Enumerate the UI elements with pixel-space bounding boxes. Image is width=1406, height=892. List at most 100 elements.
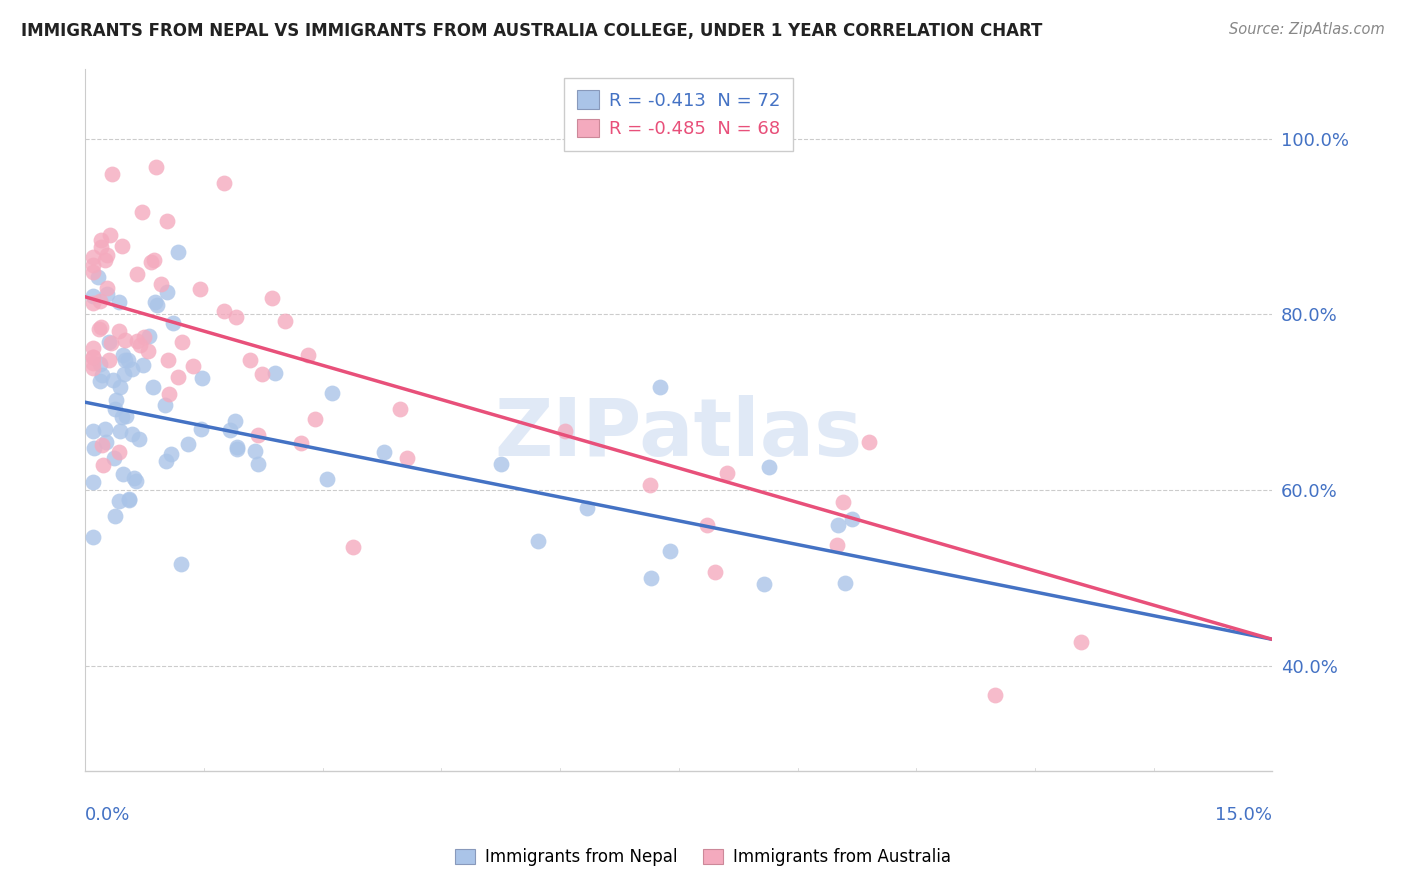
Point <box>181 359 204 374</box>
Point <box>82 258 104 272</box>
Point <box>138 344 160 359</box>
Point <box>103 451 125 466</box>
Point <box>96 280 118 294</box>
Point <box>100 167 122 181</box>
Point <box>104 402 127 417</box>
Point <box>170 334 193 349</box>
Point <box>489 457 512 471</box>
Point <box>82 265 104 279</box>
Point <box>90 368 112 382</box>
Point <box>396 450 419 465</box>
Point <box>114 353 136 368</box>
Point <box>177 437 200 451</box>
Point <box>212 304 235 318</box>
Point <box>82 296 104 310</box>
Point <box>111 409 134 424</box>
Point <box>128 432 150 446</box>
Point <box>87 269 110 284</box>
Point <box>118 493 141 508</box>
Point <box>157 353 180 368</box>
Text: Source: ZipAtlas.com: Source: ZipAtlas.com <box>1229 22 1385 37</box>
Point <box>143 295 166 310</box>
Point <box>160 446 183 460</box>
Point <box>188 282 211 296</box>
Legend: Immigrants from Nepal, Immigrants from Australia: Immigrants from Nepal, Immigrants from A… <box>447 840 959 875</box>
Point <box>117 353 139 368</box>
Point <box>373 445 395 459</box>
Point <box>83 441 105 455</box>
Point <box>94 422 117 436</box>
Point <box>321 386 343 401</box>
Point <box>150 277 173 291</box>
Point <box>82 289 104 303</box>
Point <box>638 478 661 492</box>
Point <box>108 295 131 310</box>
Text: 0.0%: 0.0% <box>86 806 131 824</box>
Point <box>388 402 411 417</box>
Point <box>304 411 326 425</box>
Point <box>108 445 131 459</box>
Point <box>246 457 269 471</box>
Point <box>125 267 148 281</box>
Point <box>129 338 152 352</box>
Point <box>90 319 112 334</box>
Point <box>704 565 727 579</box>
Point <box>141 255 163 269</box>
Point <box>94 253 117 268</box>
Point <box>212 177 235 191</box>
Point <box>290 435 312 450</box>
Point <box>90 233 112 247</box>
Point <box>87 322 110 336</box>
Text: ZIPatlas: ZIPatlas <box>495 395 863 473</box>
Point <box>132 358 155 372</box>
Point <box>112 467 135 482</box>
Point <box>575 501 598 516</box>
Point <box>97 353 120 368</box>
Point <box>82 475 104 490</box>
Point <box>226 442 249 456</box>
Point <box>157 387 180 401</box>
Point <box>316 472 339 486</box>
Point <box>696 517 718 532</box>
Text: 15.0%: 15.0% <box>1215 806 1272 824</box>
Point <box>142 379 165 393</box>
Point <box>104 508 127 523</box>
Point <box>752 577 775 591</box>
Point <box>191 371 214 385</box>
Point <box>858 434 880 449</box>
Point <box>264 367 287 381</box>
Point <box>107 324 129 338</box>
Point <box>89 374 111 388</box>
Point <box>89 294 111 309</box>
Point <box>121 427 143 442</box>
Point <box>121 362 143 376</box>
Point <box>82 425 104 439</box>
Point <box>101 373 124 387</box>
Point <box>155 398 177 412</box>
Point <box>554 424 576 438</box>
Point <box>145 160 167 174</box>
Point <box>94 434 117 449</box>
Point <box>342 541 364 555</box>
Point <box>110 239 132 253</box>
Point <box>112 367 135 381</box>
Point <box>98 228 121 243</box>
Point <box>134 330 156 344</box>
Point <box>124 475 146 489</box>
Point <box>104 393 127 408</box>
Point <box>90 438 112 452</box>
Point <box>98 335 121 350</box>
Point <box>827 518 849 533</box>
Point <box>226 440 249 454</box>
Point <box>112 348 135 362</box>
Point <box>82 356 104 370</box>
Point <box>82 350 104 364</box>
Point <box>82 250 104 264</box>
Point <box>146 298 169 312</box>
Point <box>190 422 212 436</box>
Point <box>640 571 662 585</box>
Point <box>110 380 132 394</box>
Point <box>90 240 112 254</box>
Point <box>658 544 681 558</box>
Point <box>82 350 104 364</box>
